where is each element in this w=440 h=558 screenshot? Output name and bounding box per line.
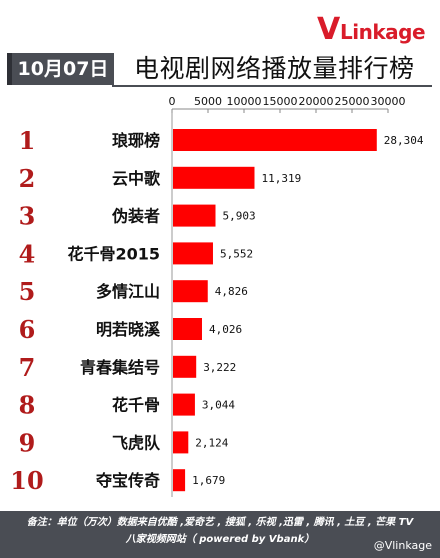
data-label: 28,304 xyxy=(384,134,424,147)
data-label: 2,124 xyxy=(195,436,228,449)
weibo-handle: @Vlinkage xyxy=(373,539,432,552)
bar-row: 1 琅琊榜 28,304 xyxy=(19,126,424,155)
logo-wordmark: Linkage xyxy=(340,20,426,44)
source-note-line1: 备注：单位（万次）数据来自优酷 ,爱奇艺 , 搜狐 , 乐视 ,迅雷 , 腾讯 … xyxy=(26,517,414,528)
bar xyxy=(173,204,216,227)
bar-row: 7 青春集结号 3,222 xyxy=(19,353,237,382)
bar xyxy=(173,355,197,378)
bar-rows: 1 琅琊榜 28,304 2 云中歌 11,319 3 伪装者 5,903 4 花千骨2015 5,5… xyxy=(10,126,424,495)
ranking-bar-chart: 0 5000 10000 15000 20000 25000 30000 1 琅琊榜 28,30… xyxy=(10,95,424,497)
bar-row: 9 飞虎队 2,124 xyxy=(19,428,229,457)
data-label: 3,044 xyxy=(202,399,235,412)
x-tick-label: 5000 xyxy=(194,95,222,108)
bar-row: 5 多情江山 4,826 xyxy=(19,277,248,306)
drama-name: 青春集结号 xyxy=(80,358,160,377)
data-label: 3,222 xyxy=(203,361,236,374)
data-label: 4,826 xyxy=(215,285,248,298)
data-label: 5,552 xyxy=(220,247,253,260)
chart-title: 电视剧网络播放量排行榜 xyxy=(134,54,415,83)
rank-number: 5 xyxy=(19,277,36,306)
bar xyxy=(173,469,186,492)
drama-name: 花千骨 xyxy=(112,396,160,415)
bar xyxy=(173,242,213,265)
title-underline xyxy=(112,85,432,87)
bar xyxy=(173,129,377,151)
x-tick-label: 0 xyxy=(169,95,176,108)
rank-number: 7 xyxy=(19,353,36,382)
drama-name: 伪装者 xyxy=(111,207,160,226)
date-badge: 10月07日 xyxy=(7,53,114,85)
data-label: 4,026 xyxy=(209,323,242,336)
bar-row: 8 花千骨 3,044 xyxy=(19,391,236,420)
x-tick-label: 20000 xyxy=(299,95,334,108)
drama-name: 花千骨2015 xyxy=(67,244,160,263)
drama-name: 多情江山 xyxy=(96,282,160,301)
x-axis: 0 5000 10000 15000 20000 25000 30000 xyxy=(169,95,406,497)
data-label: 5,903 xyxy=(223,210,256,223)
bar xyxy=(173,393,195,416)
rank-number: 9 xyxy=(19,428,36,457)
rank-number: 6 xyxy=(19,315,36,344)
bar xyxy=(173,166,255,189)
rank-number: 8 xyxy=(19,391,36,420)
logo-letter-v: V xyxy=(317,12,341,47)
bar xyxy=(173,280,208,303)
bar-row: 3 伪装者 5,903 xyxy=(19,202,256,231)
rank-number: 3 xyxy=(19,202,36,231)
footer-bar: 备注：单位（万次）数据来自优酷 ,爱奇艺 , 搜狐 , 乐视 ,迅雷 , 腾讯 … xyxy=(0,511,440,558)
rank-number: 4 xyxy=(19,239,36,268)
data-label: 11,319 xyxy=(261,172,301,185)
bar-row: 6 明若晓溪 4,026 xyxy=(19,315,242,344)
rank-number: 2 xyxy=(19,164,36,193)
bar xyxy=(173,318,202,340)
rank-number: 10 xyxy=(10,466,43,495)
rank-number: 1 xyxy=(19,126,36,155)
bar-row: 10 夺宝传奇 1,679 xyxy=(10,466,225,495)
vlinkage-logo: V Linkage xyxy=(317,10,429,50)
x-tick-label: 30000 xyxy=(371,95,406,108)
bar-row: 2 云中歌 11,319 xyxy=(19,164,302,193)
bar-row: 4 花千骨2015 5,552 xyxy=(19,239,253,268)
drama-name: 明若晓溪 xyxy=(96,320,161,339)
drama-name: 夺宝传奇 xyxy=(95,471,160,490)
drama-name: 飞虎队 xyxy=(112,433,161,452)
x-tick-label: 25000 xyxy=(335,95,370,108)
drama-name: 云中歌 xyxy=(112,169,161,188)
x-tick-label: 10000 xyxy=(227,95,262,108)
bar xyxy=(173,431,189,454)
source-note-line2: 八家视频网站（ powered by Vbank） xyxy=(125,534,315,545)
drama-name: 琅琊榜 xyxy=(112,131,160,150)
x-tick-label: 15000 xyxy=(263,95,298,108)
data-label: 1,679 xyxy=(192,474,225,487)
